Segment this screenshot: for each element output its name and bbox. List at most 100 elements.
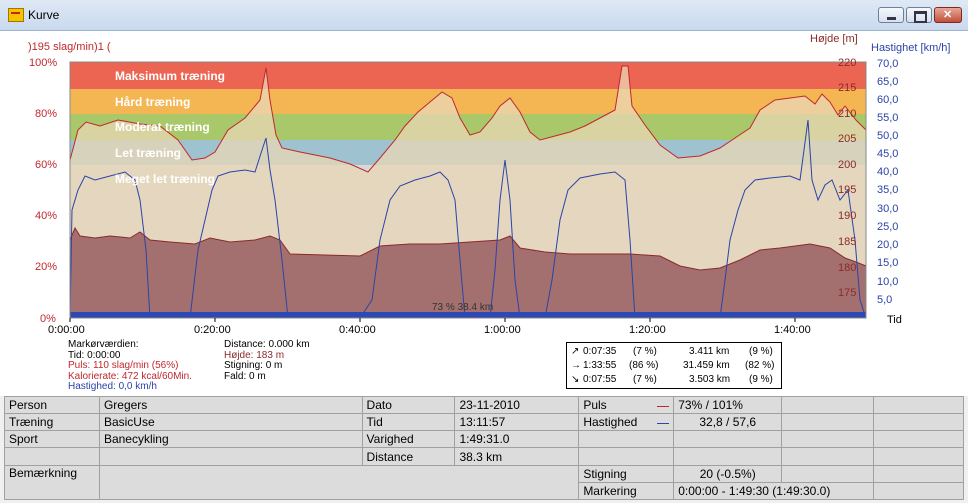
slope-distance-pct: (82 %)	[745, 360, 775, 371]
chart-app-icon	[8, 8, 24, 22]
height-tick: 220	[838, 57, 856, 69]
pulse-color-swatch	[657, 406, 670, 408]
training-chart[interactable]: Maksimum træning Hård træning Moderat tr…	[0, 31, 968, 396]
marker-title: Markørværdien:	[68, 339, 139, 350]
speed-tick: 20,0	[877, 239, 898, 251]
time-tick: 1:40:00	[774, 324, 811, 336]
time-tick: 1:00:00	[484, 324, 521, 336]
inline-distance-label: 73 % 38.4 km	[432, 302, 493, 313]
marker-values-left: Markørværdien: Tid: 0:00:00 Puls: 110 sl…	[68, 339, 192, 393]
session-info-table: Person Gregers Dato 23-11-2010 Puls 73% …	[4, 395, 964, 501]
pulse-label: Puls	[578, 395, 675, 415]
training-value[interactable]: BasicUse	[98, 413, 363, 432]
zone-label: Maksimum træning	[115, 69, 225, 83]
time-tick: 0:00:00	[48, 324, 85, 336]
speed-tick: 60,0	[877, 94, 898, 106]
mark-value: 0:00:00 - 1:49:30 (1:49:30.0)	[673, 481, 875, 501]
height-area	[70, 228, 866, 318]
pulse-value: 73% / 101%	[673, 395, 783, 415]
slope-distance: 3.503 km	[689, 374, 731, 385]
time-tick: 0:40:00	[339, 324, 376, 336]
slope-distance-pct: (9 %)	[749, 374, 773, 385]
speed-tick: 30,0	[877, 203, 898, 215]
slope-time: 0:07:55	[583, 374, 617, 385]
table-row: Bemærkning Stigning 20 (-0.5%)	[4, 464, 964, 501]
slope-time: 1:33:55	[583, 360, 617, 371]
speed-tick: 40,0	[877, 166, 898, 178]
chart-area[interactable]: Maksimum træning Hård træning Moderat tr…	[0, 31, 968, 396]
marker-speed: Hastighed: 0,0 km/h	[68, 381, 157, 392]
speed-tick: 10,0	[877, 276, 898, 288]
marker-values-right: Distance: 0.000 km Højde: 183 m Stigning…	[224, 339, 310, 382]
height-tick: 180	[838, 262, 856, 274]
maximize-button[interactable]	[906, 7, 932, 23]
time-label: Tid	[361, 413, 456, 432]
marker-time: Tid: 0:00:00	[68, 349, 121, 361]
table-row: Distance 38.3 km	[4, 447, 964, 466]
close-button[interactable]	[934, 7, 962, 23]
time-tick: 1:20:00	[629, 324, 666, 336]
height-tick: 200	[838, 159, 856, 171]
person-value[interactable]: Gregers	[98, 395, 363, 415]
training-label: Træning	[4, 413, 100, 432]
slope-distance: 3.411 km	[689, 346, 730, 357]
mark-label: Markering	[578, 481, 675, 501]
speed-tick: 70,0	[877, 58, 898, 70]
duration-label: Varighed	[361, 430, 456, 449]
distance-label: Distance	[361, 447, 456, 466]
speed-line	[69, 119, 867, 319]
height-tick: 175	[838, 287, 856, 299]
slope-row-up: ↗ 0:07:35 (7 %) 3.411 km (9 %)	[567, 346, 781, 358]
height-tick: 205	[838, 133, 856, 145]
zone-label: Moderat træning	[115, 120, 210, 134]
speed-tick: 55,0	[877, 112, 898, 124]
speed-tick: 65,0	[877, 76, 898, 88]
date-value[interactable]: 23-11-2010	[454, 395, 580, 415]
slope-distance: 31.459 km	[683, 360, 730, 371]
arrow-down-right-icon: ↘	[571, 374, 580, 385]
timeline-bar	[70, 312, 866, 318]
zone-label: Meget let træning	[115, 172, 215, 186]
person-label: Person	[4, 395, 100, 415]
duration-value: 1:49:31.0	[454, 430, 580, 449]
pulse-tick: 80%	[35, 108, 57, 120]
slope-pct: (86 %)	[629, 360, 659, 371]
climb-value: 20 (-0.5%)	[673, 464, 783, 483]
slope-summary-box: ↗ 0:07:35 (7 %) 3.411 km (9 %) → 1:33:55…	[566, 342, 782, 389]
pulse-tick: 0%	[40, 313, 56, 325]
marker-height: Højde: 183 m	[224, 349, 285, 361]
slope-row-down: ↘ 0:07:55 (7 %) 3.503 km (9 %)	[567, 374, 781, 386]
arrow-up-right-icon: ↗	[571, 346, 580, 357]
pulse-tick: 60%	[35, 159, 57, 171]
speed-tick: 50,0	[877, 130, 898, 142]
note-label: Bemærkning	[4, 464, 100, 501]
time-value[interactable]: 13:11:57	[454, 413, 580, 432]
time-axis-title: Tid	[887, 314, 902, 326]
slope-pct: (7 %)	[633, 374, 657, 385]
pulse-tick: 40%	[35, 210, 57, 222]
sport-value[interactable]: Banecykling	[98, 430, 363, 449]
zone-label: Let træning	[115, 146, 181, 160]
table-row: Person Gregers Dato 23-11-2010 Puls 73% …	[4, 395, 964, 415]
pulse-line	[69, 65, 867, 173]
marker-calories: Kalorierate: 472 kcal/60Min.	[68, 370, 192, 382]
distance-value: 38.3 km	[454, 447, 580, 466]
marker-descent: Fald: 0 m	[224, 370, 266, 382]
slope-distance-pct: (9 %)	[749, 346, 773, 357]
window-title: Kurve	[28, 8, 60, 22]
pulse-axis-title: )195 slag/min)1 (	[28, 41, 111, 53]
height-tick: 195	[838, 184, 856, 196]
time-tick: 0:20:00	[194, 324, 231, 336]
speed-axis-title: Hastighet [km/h]	[871, 42, 950, 54]
zone-band-haard	[70, 89, 866, 114]
slope-pct: (7 %)	[633, 346, 657, 357]
note-field[interactable]	[98, 464, 580, 501]
arrow-right-icon: →	[571, 360, 581, 371]
table-row: Sport Banecykling Varighed 1:49:31.0	[4, 430, 964, 449]
pulse-tick: 100%	[29, 57, 57, 69]
pulse-tick: 20%	[35, 261, 57, 273]
minimize-button[interactable]	[878, 7, 904, 23]
marker-distance: Distance: 0.000 km	[224, 339, 310, 350]
table-row: Træning BasicUse Tid 13:11:57 Hastighed …	[4, 413, 964, 432]
slope-time: 0:07:35	[583, 346, 617, 357]
